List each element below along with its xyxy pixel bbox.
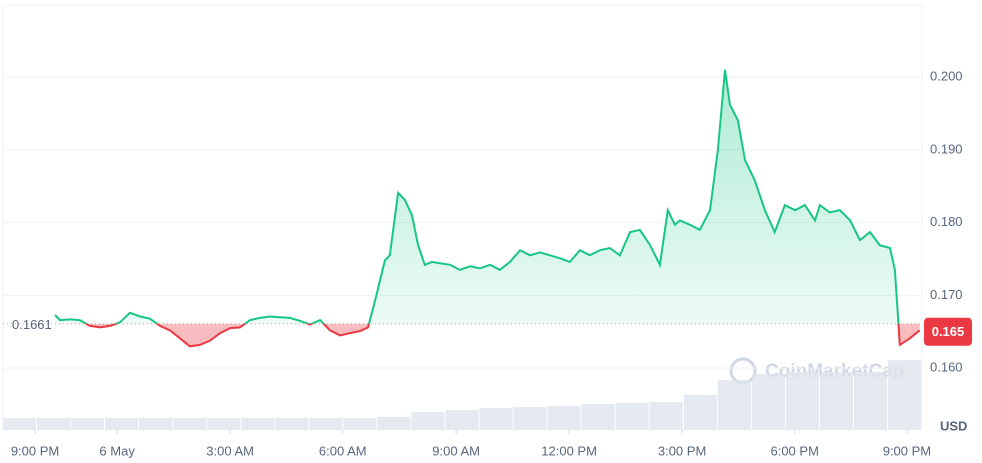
volume-bar — [615, 403, 649, 430]
volume-bar — [547, 406, 581, 430]
volume-bar — [887, 360, 921, 430]
x-tick-label: 3:00 AM — [206, 443, 254, 458]
volume-bar — [241, 418, 275, 430]
volume-bar — [207, 418, 241, 430]
volume-bar — [71, 418, 105, 430]
volume-bar — [785, 372, 819, 430]
price-line-below — [84, 323, 921, 348]
x-tick-label: 9:00 PM — [883, 443, 931, 458]
volume-bar — [377, 417, 411, 430]
volume-bar — [105, 418, 139, 430]
volume-bar — [139, 418, 173, 430]
x-tick-label: 6:00 AM — [319, 443, 367, 458]
currency-label: USD — [940, 418, 967, 433]
baseline-label: 0.1661 — [12, 317, 52, 332]
volume-bar — [649, 402, 683, 430]
x-tick-label: 6 May — [99, 443, 135, 458]
volume-bar — [411, 412, 445, 430]
volume-bar — [819, 372, 853, 430]
x-tick-label: 9:00 AM — [432, 443, 480, 458]
volume-bar — [309, 418, 343, 430]
volume-bar — [513, 407, 547, 430]
volume-bar — [683, 395, 717, 430]
volume-bar — [275, 418, 309, 430]
x-tick-label: 3:00 PM — [658, 443, 706, 458]
volume-bar — [37, 418, 71, 430]
y-tick-label: 0.180 — [930, 214, 963, 229]
current-price-label: 0.165 — [932, 324, 965, 339]
x-tick-label: 6:00 PM — [770, 443, 818, 458]
y-tick-label: 0.160 — [930, 360, 963, 375]
volume-bar — [581, 404, 615, 430]
y-tick-label: 0.190 — [930, 141, 963, 156]
volume-bar — [717, 380, 751, 430]
price-line — [54, 69, 900, 324]
volume-bar — [751, 374, 785, 430]
volume-bar — [343, 418, 377, 430]
area-above — [55, 69, 920, 324]
volume-bar — [479, 408, 513, 430]
y-tick-label: 0.200 — [930, 68, 963, 83]
current-price-badge — [924, 317, 972, 346]
volume-bar — [853, 372, 887, 430]
volume-bar — [173, 418, 207, 430]
y-tick-label: 0.170 — [930, 287, 963, 302]
x-tick-label: 12:00 PM — [541, 443, 597, 458]
x-tick-label: 9:00 PM — [11, 443, 59, 458]
volume-bar — [3, 418, 37, 430]
volume-bar — [445, 410, 479, 430]
